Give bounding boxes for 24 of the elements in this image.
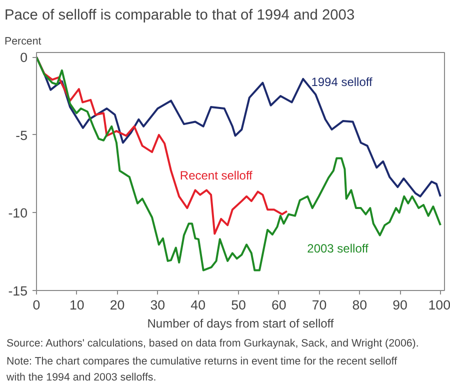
x-tick-label: 30 xyxy=(150,298,166,312)
y-axis-title: Percent xyxy=(4,36,42,48)
text: Note: The chart compares the cumulative returns in event time for the recent selloff with the 1994 and 2003 selloffs. xyxy=(6,356,398,383)
y-tick-label: 0 xyxy=(20,50,28,66)
x-tick-label: 90 xyxy=(392,298,408,312)
x-tick-label: 100 xyxy=(428,298,450,312)
x-tick-label: 80 xyxy=(352,298,368,312)
x-tick-label: 70 xyxy=(312,298,327,312)
source-note: Source: Authors' calculations, based on data from Gurkaynak, Sack, and Wright (2006). xyxy=(6,338,419,350)
series-label: 2003 selloff xyxy=(307,242,369,256)
x-tick-label: 60 xyxy=(271,298,286,312)
x-tick-label: 20 xyxy=(110,298,125,312)
x-tick-label: 0 xyxy=(32,298,40,312)
x-tick-label: 50 xyxy=(231,298,246,312)
y-tick-label: -15 xyxy=(8,284,28,298)
series-label: 1994 selloff xyxy=(311,75,374,90)
series-label: Recent selloff xyxy=(180,168,254,182)
x-axis-title: Number of days from start of selloff xyxy=(147,316,334,330)
x-tick-label: 40 xyxy=(190,298,206,312)
chart-title: Pace of selloff is comparable to that of 1994 and 2003 xyxy=(4,8,355,24)
x-tick-label: 10 xyxy=(69,298,84,312)
y-tick-label: -10 xyxy=(8,206,28,221)
y-tick-label: -5 xyxy=(16,128,28,143)
line-series xyxy=(36,56,442,272)
